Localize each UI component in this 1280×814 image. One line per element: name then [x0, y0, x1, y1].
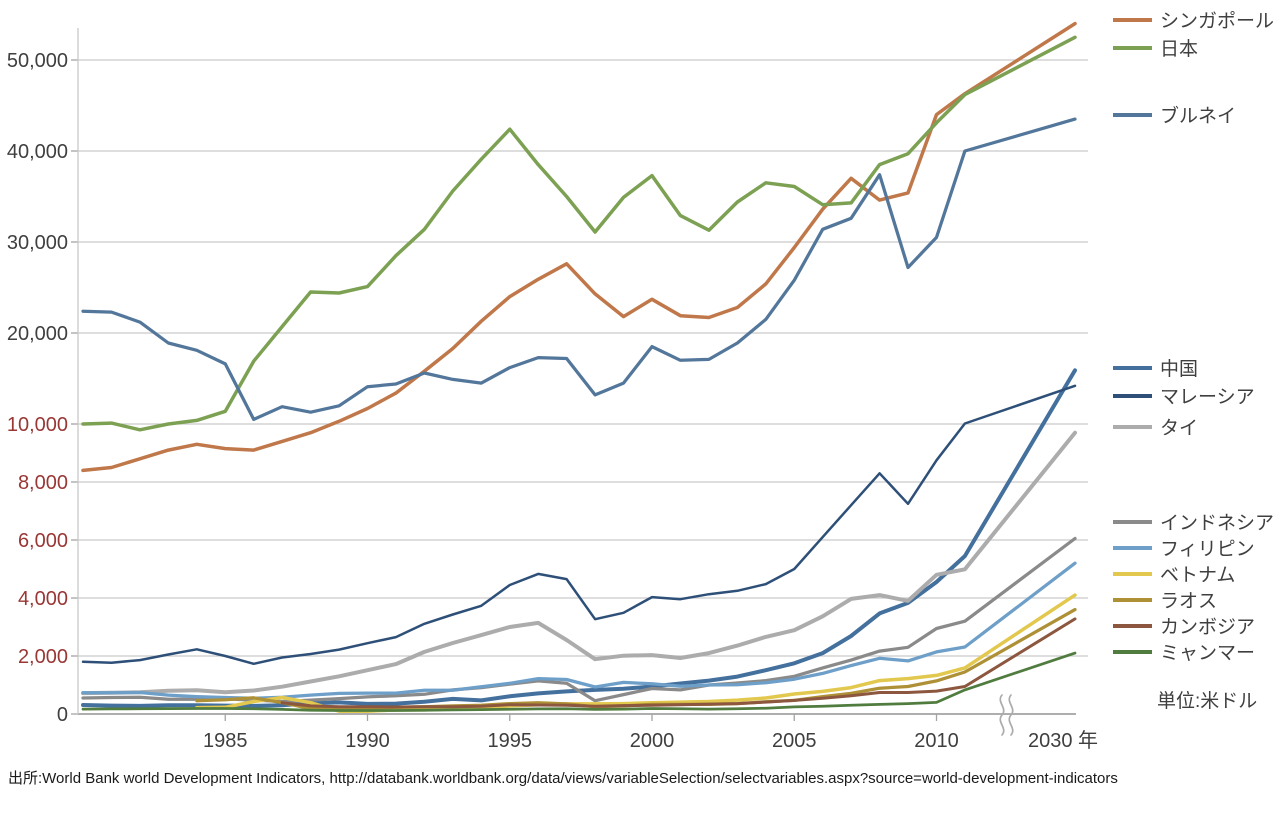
legend-label-vietnam: ベトナム	[1160, 565, 1235, 586]
series-line-thailand	[81, 430, 1077, 696]
x-axis-label-2030: 2030 年	[1028, 729, 1098, 752]
y-axis-label-4000: 4,000	[18, 588, 68, 610]
legend-label-cambodia: カンボジア	[1160, 616, 1255, 638]
axis-break-curve-1	[999, 694, 1005, 736]
series-line-singapore	[81, 21, 1077, 473]
y-axis-label-10000: 10,000	[7, 414, 68, 436]
y-axis-label-40000: 40,000	[7, 141, 68, 163]
legend-label-myanmar: ミャンマー	[1160, 643, 1255, 664]
legend-label-laos: ラオス	[1160, 591, 1217, 612]
legend-label-brunei: ブルネイ	[1160, 104, 1236, 127]
y-axis-label-20000: 20,000	[7, 323, 68, 345]
axis-break-curve-2	[1008, 694, 1014, 736]
gdp-per-capita-line-chart: 0 2,000 4,000 6,000 8,000 10,000 20,000 30,000 4…	[7, 10, 1274, 752]
series-line-myanmar	[81, 651, 1077, 712]
legend: シンガポール日本ブルネイ中国マレーシアタイインドネシアフィリピンベトナムラオスカ…	[1113, 10, 1274, 664]
axis-break-icon	[999, 694, 1014, 736]
legend-label-malaysia: マレーシア	[1160, 387, 1255, 408]
legend-label-thailand: タイ	[1160, 417, 1198, 439]
series-line-cambodia	[280, 617, 1077, 709]
y-axis-label-0: 0	[57, 704, 68, 726]
legend-label-china: 中国	[1160, 358, 1198, 380]
y-axis-label-2000: 2,000	[18, 646, 68, 668]
legend-label-indonesia: インドネシア	[1160, 513, 1274, 534]
x-axis-label-1990: 1990	[345, 730, 390, 752]
unit-label: 単位:米ドル	[1157, 690, 1257, 712]
legend-label-singapore: シンガポール	[1160, 10, 1274, 32]
series-line-brunei	[81, 117, 1077, 422]
x-axis: 1985 1990 1995 2000 2005 2010 2030 年	[203, 714, 1098, 752]
y-axis: 0 2,000 4,000 6,000 8,000 10,000 20,000 30,000 4…	[7, 28, 1088, 726]
y-axis-label-30000: 30,000	[7, 232, 68, 254]
y-axis-label-8000: 8,000	[18, 472, 68, 494]
legend-label-philippines: フィリピン	[1160, 539, 1255, 560]
x-axis-label-2010: 2010	[914, 730, 959, 752]
legend-label-japan: 日本	[1160, 38, 1198, 60]
y-axis-label-6000: 6,000	[18, 530, 68, 552]
source-citation: 出所:World Bank world Development Indicato…	[8, 770, 1118, 787]
x-axis-label-1985: 1985	[203, 730, 248, 752]
series-lines	[81, 21, 1077, 713]
x-axis-label-1995: 1995	[488, 730, 533, 752]
series-line-japan	[81, 35, 1077, 432]
y-axis-label-50000: 50,000	[7, 50, 68, 72]
x-axis-label-2005: 2005	[772, 730, 817, 752]
x-axis-label-2000: 2000	[630, 730, 675, 752]
series-line-malaysia	[81, 384, 1077, 666]
